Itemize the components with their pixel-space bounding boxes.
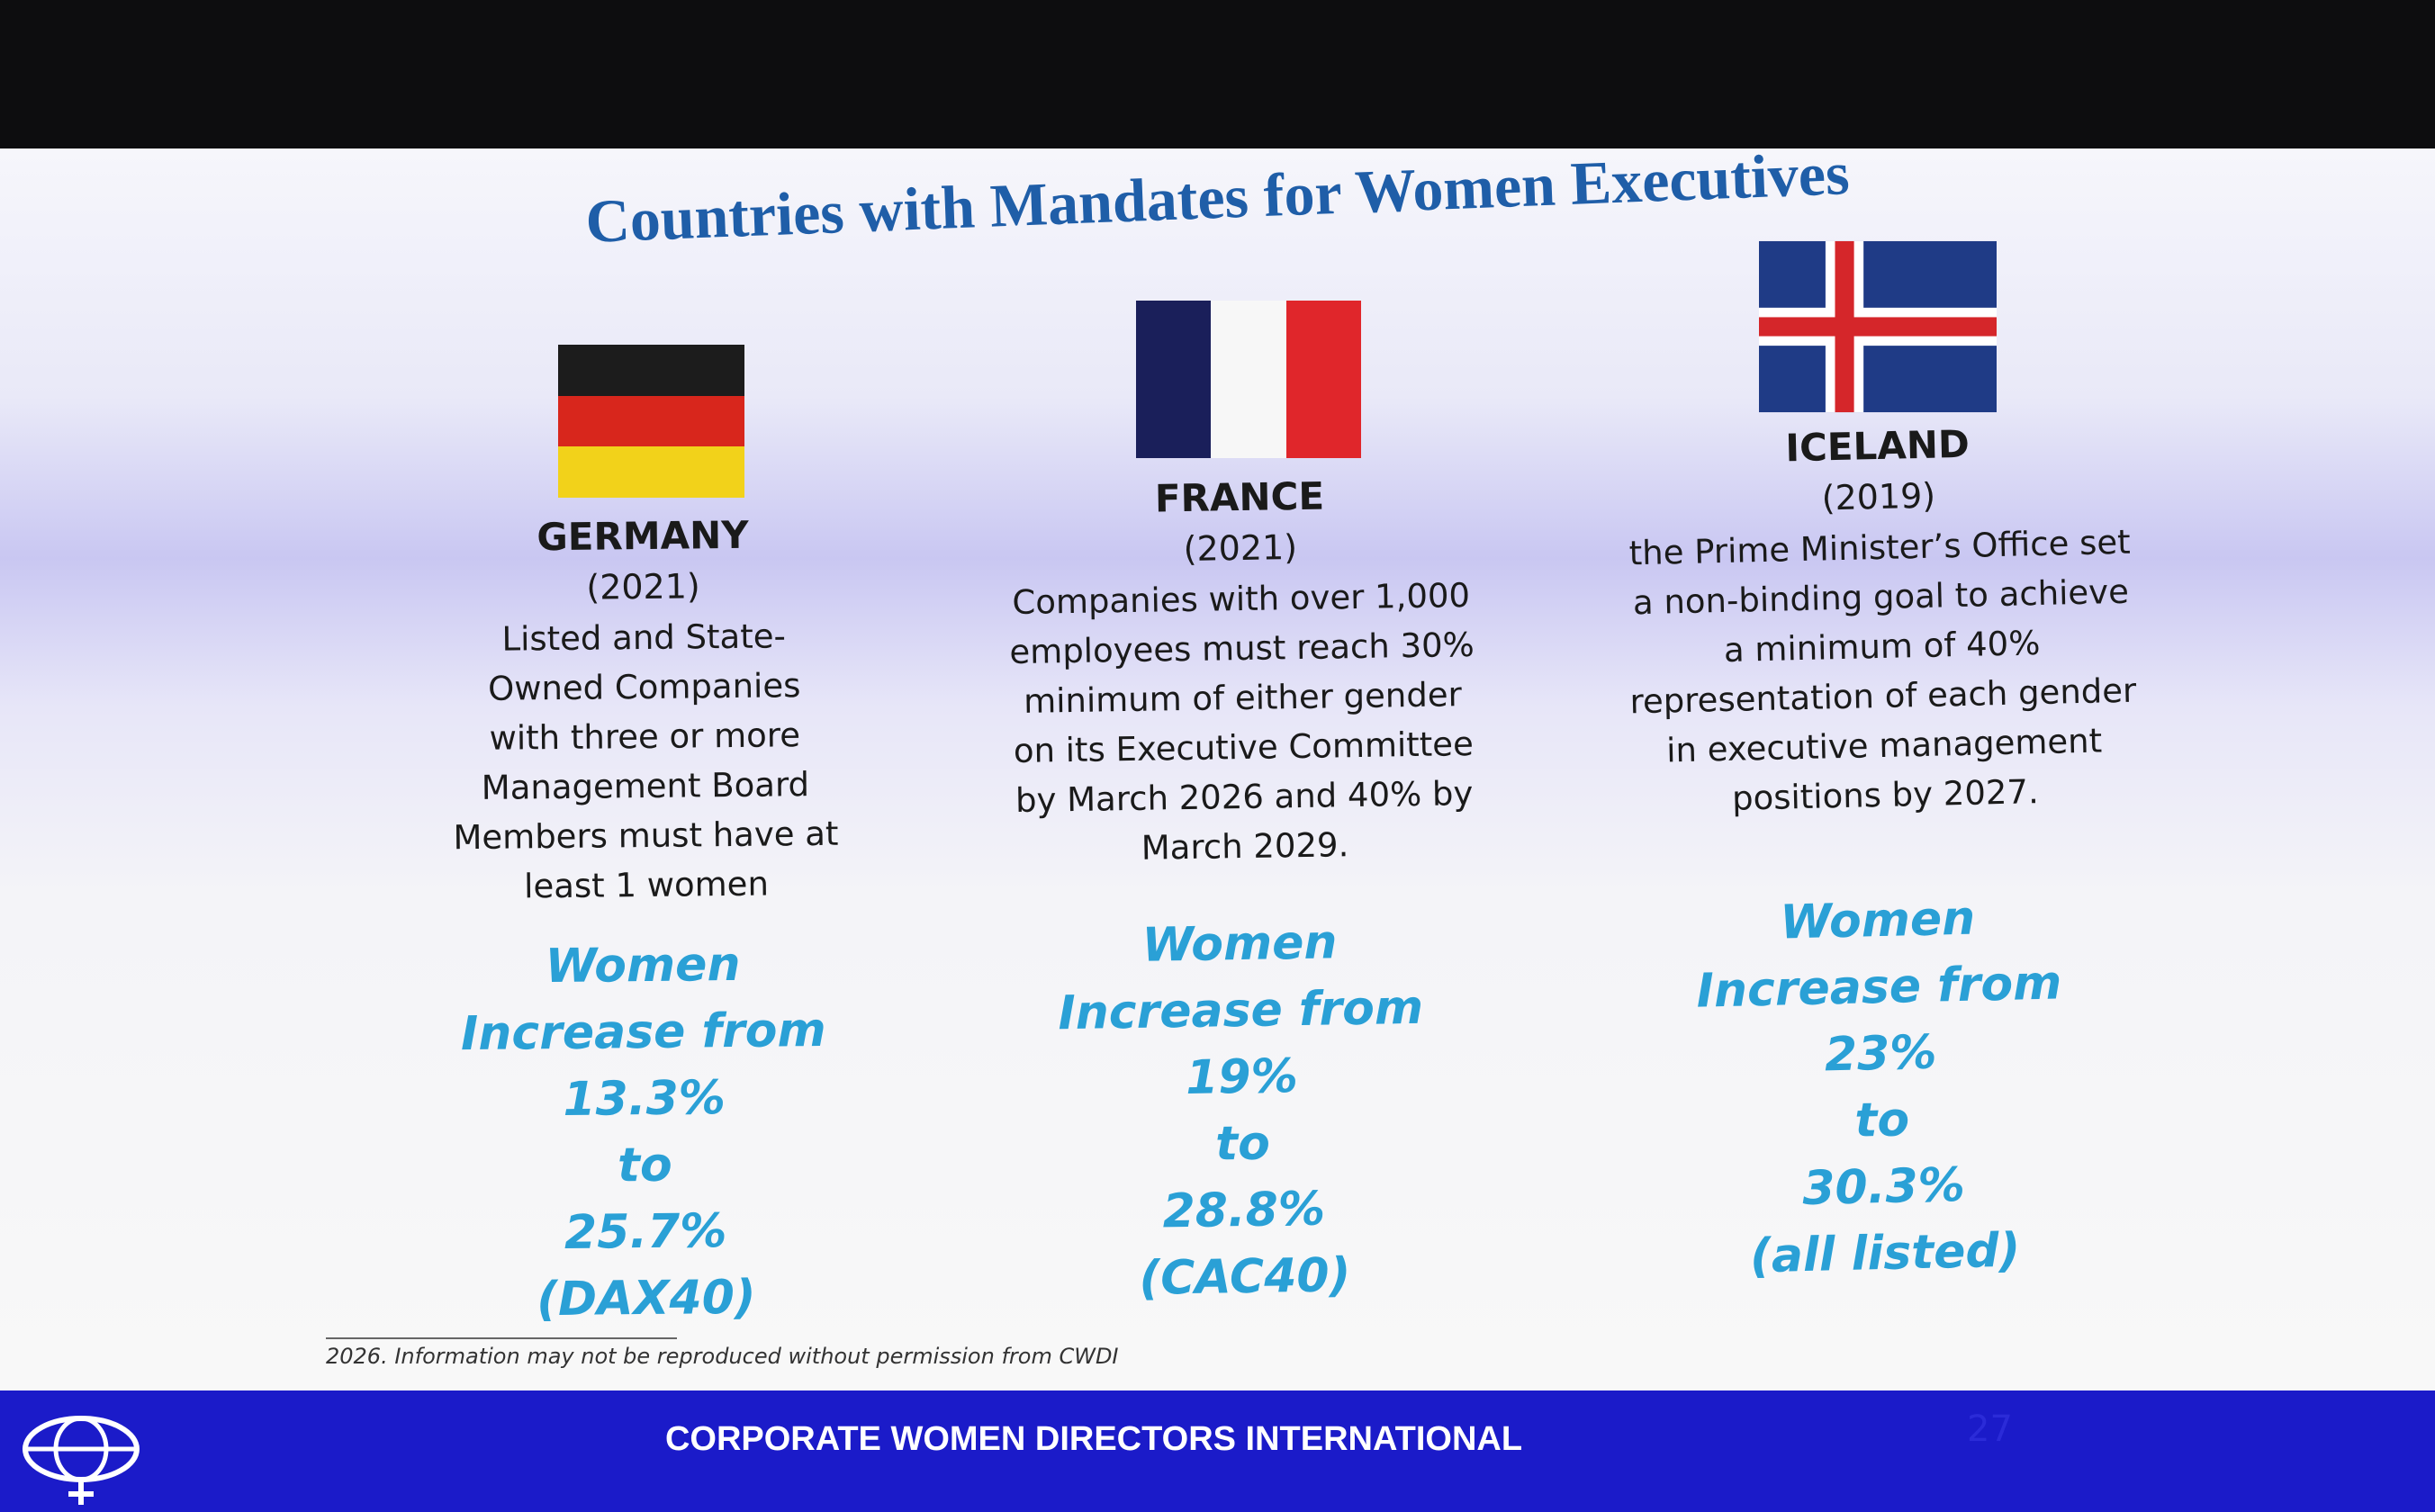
logo xyxy=(23,1416,140,1505)
stat-line: 13.3% xyxy=(563,1071,726,1127)
description-line: least 1 women xyxy=(523,864,770,906)
footer-bar xyxy=(0,1390,2435,1512)
flag-france xyxy=(1136,301,1361,458)
country-name: GERMANY xyxy=(537,512,749,560)
stat-line: (CAC40) xyxy=(1139,1248,1351,1306)
stat-line: Increase from xyxy=(460,1003,826,1062)
stats-block: Women Increase from 19% to 28.8% (CAC40) xyxy=(897,905,1588,1316)
country-year: (2021) xyxy=(586,566,700,608)
flag-germany xyxy=(558,345,744,498)
stat-line: Women xyxy=(1141,915,1338,973)
stat-line: Women xyxy=(545,937,741,994)
description-line: with three or more xyxy=(489,716,801,758)
country-column: GERMANY (2021) Listed and State- Owned Comp… xyxy=(301,508,989,914)
stat-line: (DAX40) xyxy=(536,1270,756,1328)
country-column: FRANCE (2021) Companies with over 1,000 emp… xyxy=(897,467,1588,877)
stats-block: Women Increase from 13.3% to 25.7% (DAX40) xyxy=(301,929,989,1336)
country-column: ICELAND (2019) the Prime Minister’s Office… xyxy=(1535,413,2228,827)
footnote-rule xyxy=(326,1337,677,1339)
description-line: Listed and State- xyxy=(501,616,787,659)
stats-block: Women Increase from 23% to 30.3% (all listed) xyxy=(1535,879,2228,1294)
stat-line: 25.7% xyxy=(564,1204,727,1260)
description-line: Owned Companies xyxy=(487,666,801,708)
description-line: Members must have at xyxy=(453,814,839,858)
footnote: 2026. Information may not be reproduced … xyxy=(326,1344,1119,1369)
stat-line: 28.8% xyxy=(1162,1182,1326,1239)
page-number: 27 xyxy=(1967,1408,2013,1450)
stat-line: to xyxy=(617,1138,672,1193)
stat-line: 19% xyxy=(1185,1049,1299,1105)
flag-iceland xyxy=(1759,240,1997,413)
stat-line: Increase from xyxy=(1057,980,1424,1041)
stat-line: to xyxy=(1214,1116,1271,1172)
organization-name: CORPORATE WOMEN DIRECTORS INTERNATIONAL xyxy=(664,1420,1523,1458)
description-line: Management Board xyxy=(481,765,810,807)
